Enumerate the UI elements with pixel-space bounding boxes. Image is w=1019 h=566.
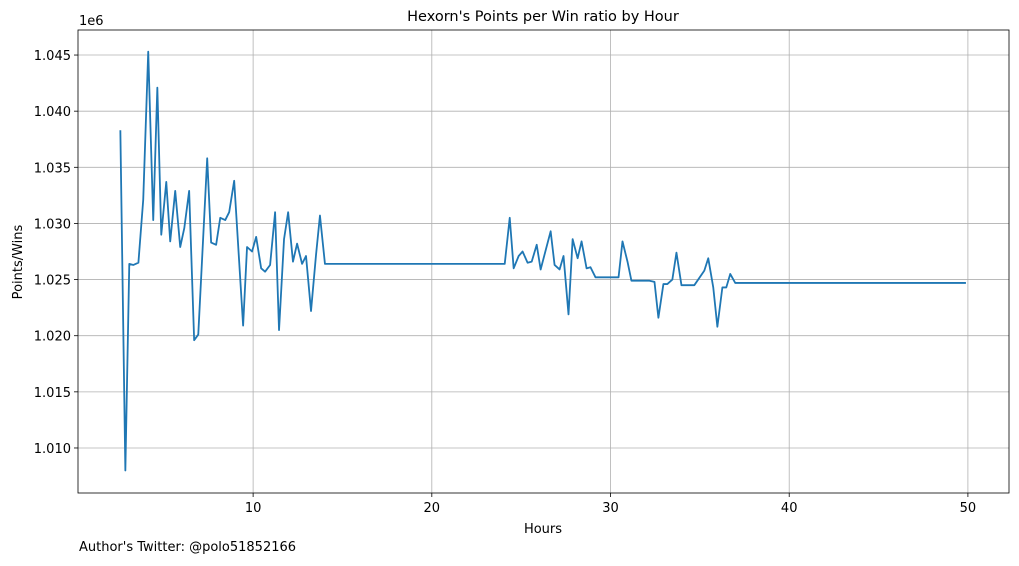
x-tick-label: 40	[781, 501, 798, 516]
y-axis-label: Points/Wins	[11, 224, 26, 299]
y-tick-label: 1.025	[34, 274, 71, 289]
y-tick-label: 1.035	[34, 161, 71, 176]
y-tick-label: 1.040	[34, 105, 71, 120]
y-offset-label: 1e6	[79, 14, 104, 29]
x-tick-label: 10	[245, 501, 262, 516]
x-axis-label: Hours	[524, 522, 562, 537]
y-tick-label: 1.015	[34, 386, 71, 401]
y-tick-label: 1.030	[34, 217, 71, 232]
x-tick-label: 30	[602, 501, 619, 516]
chart-title: Hexorn's Points per Win ratio by Hour	[407, 9, 679, 25]
y-tick-label: 1.010	[34, 442, 71, 457]
data-line	[119, 50, 966, 472]
y-tick-label: 1.045	[34, 49, 71, 64]
plot-frame	[77, 29, 1010, 494]
x-tick-label: 50	[960, 501, 977, 516]
x-tick-label: 20	[424, 501, 441, 516]
footer: Author's Twitter: @polo51852166	[79, 540, 296, 555]
y-tick-label: 1.020	[34, 330, 71, 345]
